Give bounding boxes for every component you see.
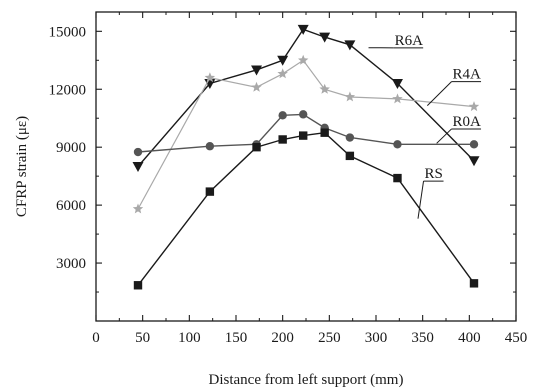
data-point [133, 281, 143, 290]
y-tick-label: 12000 [49, 82, 87, 98]
series-line [137, 131, 475, 286]
series-label-text: R4A [453, 67, 482, 83]
data-point [299, 110, 308, 119]
series-line [137, 28, 475, 167]
label-r4a: R4A [426, 67, 482, 107]
label-pointer [436, 128, 452, 144]
data-point [252, 142, 261, 152]
data-point [320, 128, 329, 137]
data-point [299, 131, 308, 140]
series-layer [132, 24, 480, 290]
data-point [277, 68, 288, 79]
y-tick-label: 9000 [56, 140, 86, 156]
data-point [277, 55, 289, 66]
data-point [205, 187, 215, 196]
label-r0a: R0A [436, 114, 482, 144]
x-tick-label: 50 [135, 330, 150, 346]
y-tick-label: 3000 [56, 256, 86, 272]
series-label-text: R0A [453, 114, 482, 130]
data-point [392, 93, 403, 104]
data-point [251, 65, 263, 76]
plot-area: 0 50 100 150 200 250 300 350 400 450 3000 6000 9000 1… [49, 11, 528, 346]
x-tick-label: 150 [225, 330, 248, 346]
y-tick-label: 15000 [49, 24, 87, 40]
series-r6a [132, 24, 480, 172]
x-tick-label: 0 [92, 330, 100, 346]
x-tick-label: 400 [458, 330, 481, 346]
data-point [393, 173, 402, 183]
data-point [468, 156, 480, 167]
data-point [391, 78, 403, 89]
x-axis-title: Distance from left support (mm) [209, 372, 404, 388]
data-point [344, 40, 356, 51]
data-point [297, 24, 309, 35]
data-point [298, 54, 309, 65]
data-point [344, 91, 356, 102]
data-point [132, 162, 144, 172]
data-point [204, 72, 216, 83]
data-point [469, 140, 479, 149]
label-rs: RS [417, 166, 444, 219]
y-tick-label: 6000 [56, 198, 86, 214]
series-rs [133, 128, 479, 290]
x-tick-label: 200 [271, 330, 294, 346]
data-point [345, 151, 355, 161]
label-pointer [417, 181, 425, 219]
data-point [393, 140, 402, 149]
series-label-text: R6A [395, 33, 424, 49]
series-labels: R6A R4A R0A RS [368, 33, 482, 219]
data-point [345, 133, 355, 142]
x-tick-label: 350 [411, 330, 434, 346]
data-point [469, 279, 479, 288]
x-tick-label: 450 [505, 330, 528, 346]
x-tick-label: 100 [178, 330, 201, 346]
data-point [278, 135, 287, 144]
x-tick-label: 300 [365, 330, 388, 346]
plot-frame [95, 11, 517, 322]
data-point [132, 203, 144, 214]
data-point [205, 142, 215, 151]
x-tick-label: 250 [318, 330, 341, 346]
label-pointer [426, 81, 452, 107]
data-point [319, 83, 330, 94]
data-point [319, 32, 331, 43]
data-point [278, 111, 287, 120]
series-r4a [132, 54, 480, 214]
data-point [133, 147, 143, 157]
data-point [468, 101, 480, 112]
data-point [251, 81, 262, 92]
series-label-text: RS [425, 166, 443, 182]
y-axis-title: CFRP strain (με) [14, 116, 30, 217]
label-r6a: R6A [368, 33, 424, 49]
